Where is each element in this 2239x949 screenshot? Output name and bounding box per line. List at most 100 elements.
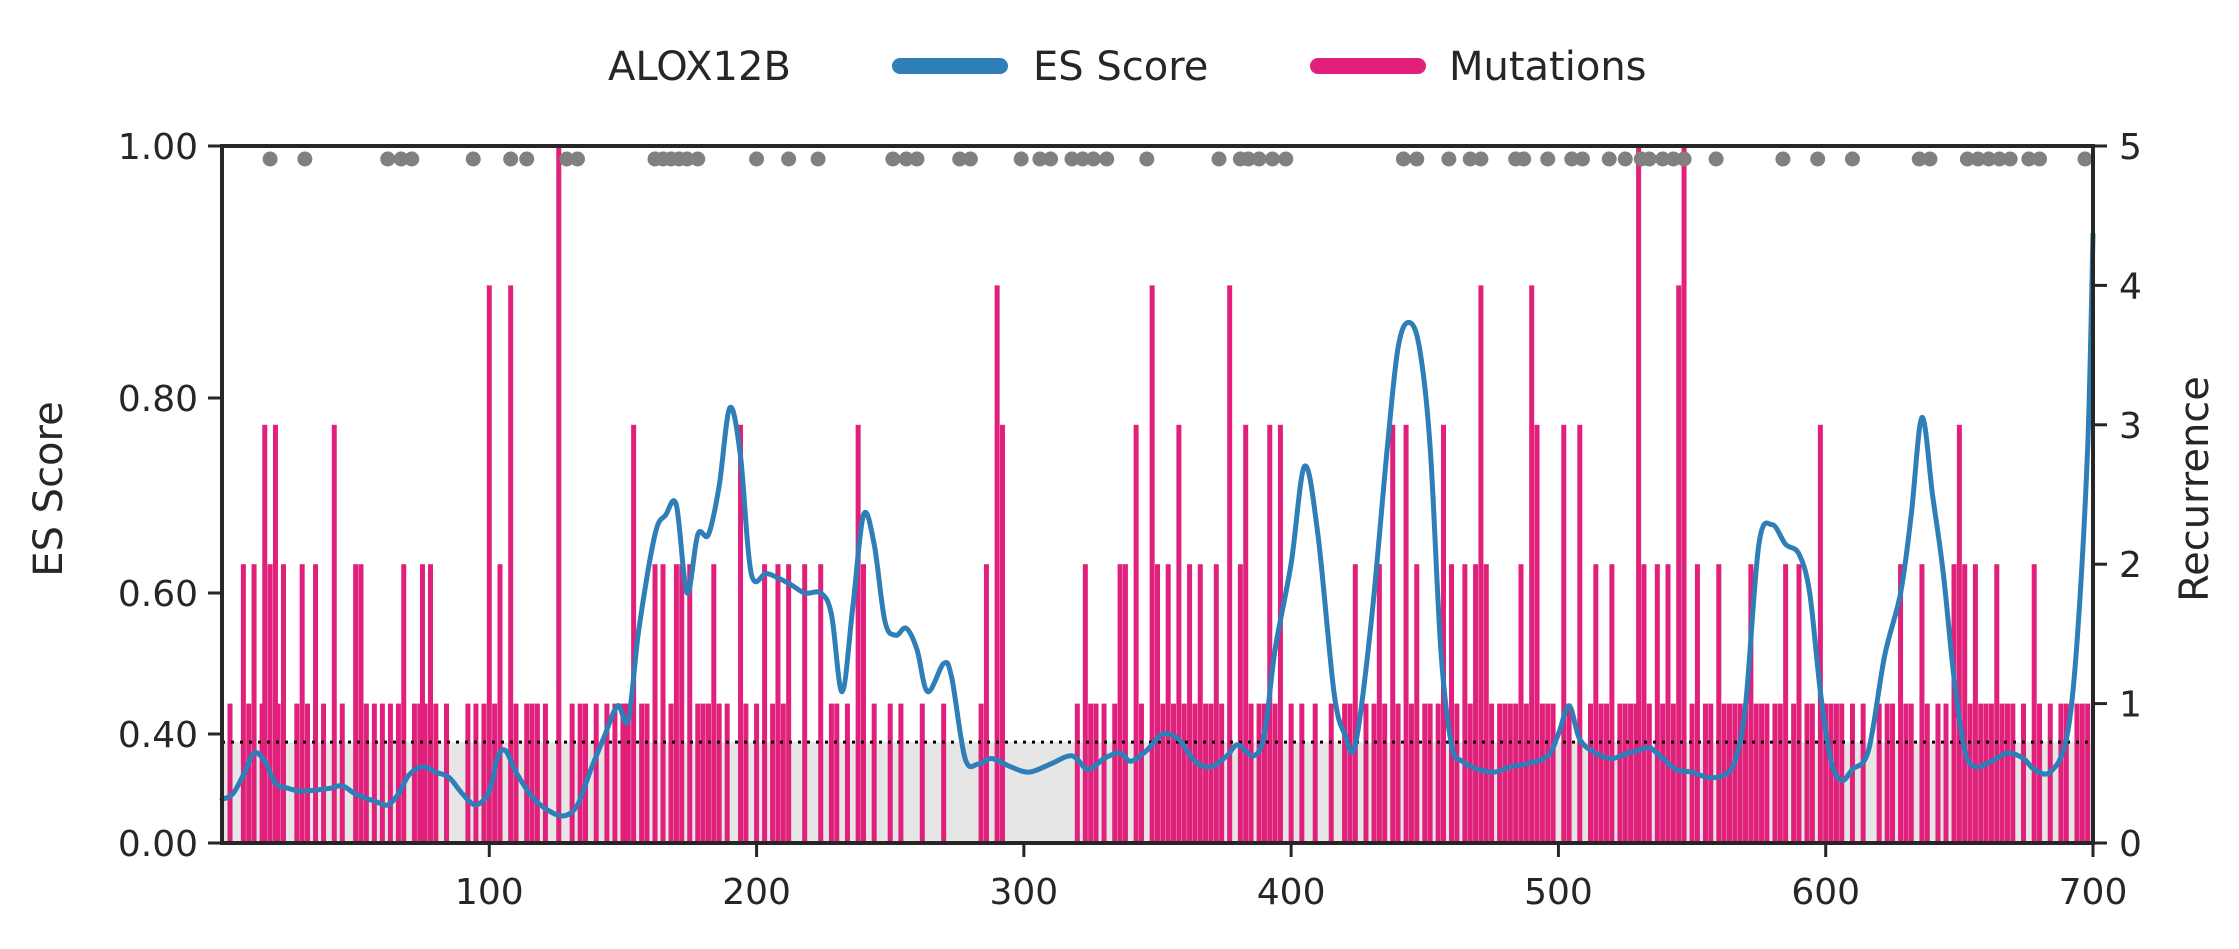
mutation-bar	[497, 564, 503, 843]
domain-dot	[1676, 151, 1692, 167]
mutation-bar	[395, 703, 401, 843]
mutation-bar	[465, 703, 471, 843]
mutation-bar	[331, 424, 337, 843]
domain-dot	[1240, 151, 1256, 167]
mutation-bar	[2085, 703, 2091, 843]
domain-dot	[1959, 151, 1975, 167]
mutation-bar	[1609, 564, 1615, 843]
y-axis-title: ES Score	[26, 401, 72, 576]
mutation-bar	[508, 285, 514, 843]
domain-dot	[1395, 151, 1411, 167]
mutation-bar	[1716, 564, 1722, 843]
domain-dot	[1032, 151, 1048, 167]
domain-dot	[2021, 151, 2037, 167]
mutation-bar	[1088, 703, 1094, 843]
mutation-bar	[1884, 703, 1890, 843]
mutation-bar	[668, 703, 674, 843]
domain-dot	[393, 151, 409, 167]
es-score-line	[219, 231, 2096, 819]
mutation-bar	[1502, 703, 1508, 843]
mutation-bar	[363, 703, 369, 843]
mutation-bar	[1539, 703, 1545, 843]
domain-dot	[1655, 151, 1671, 167]
mutation-bar	[1112, 703, 1118, 843]
mutation-bar	[1654, 564, 1660, 843]
mutation-bar	[673, 564, 679, 843]
mutation-bar	[1588, 703, 1594, 843]
domain-dot	[569, 151, 585, 167]
mutation-bar	[1440, 424, 1446, 843]
mutation-bar	[1924, 703, 1930, 843]
mutation-bar	[1978, 703, 1984, 843]
mutation-bar	[871, 703, 877, 843]
plot-frame	[220, 144, 2095, 845]
mutation-bar	[1983, 703, 1989, 843]
mutation-bar	[855, 424, 861, 843]
mutation-bar	[1117, 564, 1123, 843]
legend-mutations-label: Mutations	[1449, 44, 1647, 90]
mutation-bar	[1376, 564, 1382, 843]
mutation-bar	[1165, 564, 1171, 843]
mutation-bar	[1956, 424, 1962, 843]
mutation-bar	[1908, 703, 1914, 843]
mutation-bar	[473, 703, 479, 843]
mutation-bar	[1422, 703, 1428, 843]
mutation-bar	[1999, 703, 2005, 843]
mutation-bar	[1473, 564, 1479, 843]
domain-dot	[262, 151, 278, 167]
mutation-bar	[1633, 703, 1639, 843]
mutation-bar	[1462, 564, 1468, 843]
mutation-bar	[1823, 703, 1829, 843]
mutation-bar	[267, 564, 273, 843]
mutation-bar	[1898, 564, 1904, 843]
x-axis: 100 200 300 400 500 600 700	[455, 843, 2127, 913]
domain-dot	[1810, 151, 1826, 167]
domain-dot	[2077, 151, 2093, 167]
domain-dot	[885, 151, 901, 167]
domain-dot	[1278, 151, 1294, 167]
mutation-bar	[679, 564, 685, 843]
mutation-bar	[417, 703, 423, 843]
domain-dot	[1922, 151, 1938, 167]
mutation-bar	[1743, 703, 1749, 843]
y-tick-label: 0.80	[118, 379, 198, 420]
mutation-bar	[1155, 564, 1160, 843]
mutation-bar	[1860, 703, 1866, 843]
mutation-bar	[353, 564, 359, 843]
mutation-bar	[481, 703, 487, 843]
mutation-bar	[294, 703, 300, 843]
mutation-bar	[2058, 703, 2064, 843]
mutation-bar	[695, 703, 701, 843]
mutation-bar	[724, 703, 730, 843]
domain-dot	[952, 151, 968, 167]
mutation-bar	[2074, 703, 2080, 843]
mutation-bar	[1694, 564, 1700, 843]
mutation-bar	[1181, 703, 1187, 843]
domain-dot	[690, 151, 706, 167]
mutation-bar	[844, 703, 850, 843]
mutation-bar	[1312, 703, 1318, 843]
mutation-bar	[802, 564, 808, 843]
mutation-bar	[1518, 564, 1524, 843]
mutation-bar	[321, 703, 327, 843]
mutation-bar	[2010, 703, 2016, 843]
mutation-bar	[1171, 703, 1177, 843]
mutation-bar	[1272, 703, 1278, 843]
mutation-bar	[1454, 703, 1460, 843]
mutation-bar	[305, 703, 311, 843]
mutation-bar	[660, 564, 666, 843]
mutation-bar	[427, 564, 433, 843]
x-tick-label: 700	[2059, 872, 2128, 913]
mutation-bar	[1187, 564, 1193, 843]
mutation-bar	[999, 424, 1005, 843]
mutation-bar	[652, 564, 658, 843]
y2-axis-title: Recurrence	[2172, 376, 2218, 602]
mutation-bar	[828, 703, 834, 843]
mutation-bar	[1550, 703, 1556, 843]
mutation-bar	[280, 564, 286, 843]
mutation-bar	[1133, 424, 1139, 843]
legend-title: ALOX12B	[608, 44, 791, 90]
mutation-bar	[379, 703, 385, 843]
mutation-bar	[1919, 564, 1925, 843]
